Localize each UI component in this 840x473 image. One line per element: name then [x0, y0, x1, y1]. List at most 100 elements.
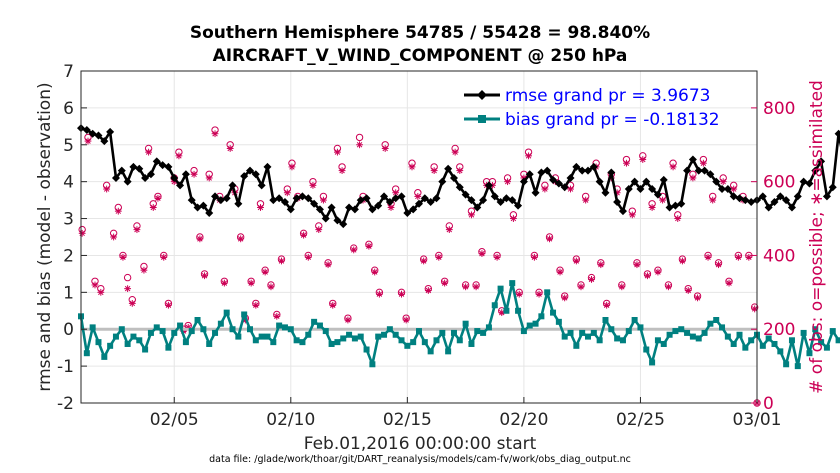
bias-point [299, 339, 306, 346]
rmse-point [706, 170, 715, 179]
obs-assimilated-marker [320, 196, 327, 204]
asterisk-stroke [403, 317, 409, 323]
obs-assimilated-marker [309, 181, 317, 189]
asterisk-stroke [206, 175, 212, 181]
asterisk-stroke [134, 226, 140, 233]
bias-point [439, 329, 446, 336]
obs-assimilated-marker [91, 281, 99, 289]
bias-point [783, 361, 790, 368]
bias-point [445, 348, 452, 355]
asterisk-stroke [546, 236, 553, 242]
obs-assimilated-marker [654, 268, 662, 276]
bias-point [171, 329, 178, 336]
asterisk-stroke [720, 178, 726, 185]
rmse-point [397, 192, 406, 201]
obs-assimilated-marker [128, 300, 136, 307]
obs-assimilated-marker [633, 261, 641, 269]
obs-assimilated-marker [103, 185, 111, 193]
asterisk-stroke [735, 254, 742, 261]
obs-assimilated-marker [408, 163, 416, 171]
asterisk-stroke [690, 175, 696, 181]
bias-point [241, 311, 248, 318]
asterisk-stroke [141, 267, 147, 273]
bias-point [89, 324, 96, 331]
bias-point [130, 333, 137, 340]
obs-assimilated-marker [468, 211, 475, 219]
rmse-point [618, 207, 627, 216]
bias-point [83, 350, 90, 357]
rmse-point [700, 166, 709, 175]
bias-point [334, 339, 341, 346]
data-file-footer: data file: /glade/work/thoar/git/DART_re… [209, 454, 631, 465]
asterisk-stroke [274, 313, 280, 320]
rmse-point [543, 166, 552, 175]
obs-assimilated-marker [338, 167, 346, 174]
rmse-point [782, 196, 791, 205]
rmse-point [444, 164, 453, 173]
rmse-point [368, 205, 377, 214]
asterisk-stroke [289, 164, 295, 170]
x-tick-label: 02/25 [616, 410, 665, 430]
bias-point [118, 326, 125, 333]
asterisk-stroke [516, 291, 522, 297]
asterisk-stroke [257, 204, 264, 211]
bias-point [707, 320, 714, 327]
bias-point [404, 342, 411, 349]
obs-assimilated-marker [414, 193, 422, 200]
rmse-point [764, 203, 773, 212]
asterisk-stroke [392, 189, 399, 196]
bias-point [381, 331, 388, 338]
bias-point [474, 328, 481, 335]
rmse-point [176, 181, 185, 190]
rmse-point [718, 185, 727, 194]
asterisk-stroke [356, 142, 363, 148]
bias-point [812, 326, 819, 333]
asterisk-stroke [685, 287, 691, 294]
asterisk-stroke [473, 284, 479, 290]
bias-point [427, 348, 434, 355]
right-tick-label: 0 [763, 394, 774, 414]
obs-assimilated-marker [597, 261, 605, 269]
rmse-point [211, 192, 220, 201]
rmse-point [82, 126, 91, 135]
obs-assimilated-marker [734, 253, 742, 261]
asterisk-stroke [675, 215, 681, 222]
asterisk-stroke [371, 269, 378, 275]
rmse-point [362, 194, 371, 203]
rmse-point [549, 175, 558, 184]
y-tick-label: 4 [63, 173, 74, 193]
asterisk-stroke [679, 258, 686, 264]
chart-subtitle: AIRCRAFT_V_WIND_COMPONENT @ 250 hPa [213, 46, 628, 66]
obs-assimilated-marker [133, 226, 141, 234]
asterisk-stroke [603, 302, 610, 308]
obs-assimilated-marker [78, 229, 86, 237]
rmse-point [496, 197, 505, 206]
bias-point [765, 335, 772, 342]
bias-point [235, 333, 242, 340]
bias-point [421, 339, 428, 346]
bias-point [351, 335, 358, 342]
rmse-point [111, 173, 120, 182]
obs-assimilated-marker [97, 288, 105, 296]
asterisk-stroke [705, 254, 711, 261]
obs-assimilated-marker [556, 268, 564, 276]
rmse-point [117, 166, 126, 175]
obs-assimilated-marker [430, 167, 438, 174]
asterisk-stroke [382, 145, 388, 152]
bias-point [456, 337, 463, 344]
bias-point [223, 309, 230, 316]
obs-assimilated-marker [329, 301, 337, 309]
obs-assimilated-marker [124, 285, 132, 293]
bias-point [759, 342, 766, 349]
rmse-point [152, 157, 161, 166]
rmse-point [146, 170, 155, 179]
y-tick-label: 6 [63, 99, 74, 119]
asterisk-stroke [715, 261, 722, 268]
obs-assimilated-marker [725, 279, 733, 287]
rmse-point [805, 179, 814, 188]
bias-point [649, 359, 656, 366]
bias-point [585, 333, 591, 340]
obs-assimilated-marker [719, 178, 727, 186]
